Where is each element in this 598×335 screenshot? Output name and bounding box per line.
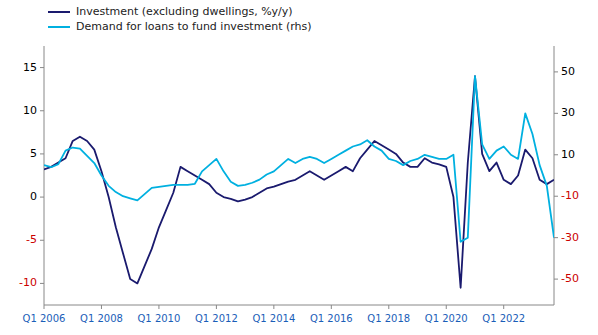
legend-label: Demand for loans to fund investment (rhs… bbox=[76, 20, 312, 33]
y-tick-label: 5 bbox=[30, 147, 37, 160]
y2-tick-label: 10 bbox=[561, 148, 575, 161]
y2-tick-label: -50 bbox=[561, 272, 579, 285]
x-tick bbox=[273, 305, 274, 309]
legend-swatch bbox=[48, 26, 70, 28]
x-tick bbox=[158, 305, 159, 309]
plot-area bbox=[44, 76, 554, 288]
x-tick-label: Q1 2018 bbox=[367, 313, 410, 324]
y2-tick-label: -10 bbox=[561, 189, 579, 202]
x-tick-label: Q1 2016 bbox=[310, 313, 353, 324]
y2-tick-label: -30 bbox=[561, 231, 579, 244]
y2-tick-label: 30 bbox=[561, 106, 575, 119]
x-tick-label: Q1 2020 bbox=[425, 313, 468, 324]
x-axis-line bbox=[44, 305, 554, 306]
y-tick bbox=[40, 197, 44, 198]
x-tick-label: Q1 2010 bbox=[137, 313, 180, 324]
y2-tick bbox=[554, 71, 558, 72]
y-axis-line bbox=[44, 46, 45, 305]
x-tick bbox=[44, 305, 45, 309]
y2-tick bbox=[554, 237, 558, 238]
y2-tick bbox=[554, 113, 558, 114]
y2-tick bbox=[554, 279, 558, 280]
x-tick bbox=[101, 305, 102, 309]
y-tick-label: 15 bbox=[23, 61, 37, 74]
legend-swatch bbox=[48, 11, 70, 13]
legend-label: Investment (excluding dwellings, %y/y) bbox=[76, 5, 293, 18]
y2-axis-line bbox=[554, 46, 555, 305]
x-tick bbox=[388, 305, 389, 309]
y2-tick-label: 50 bbox=[561, 65, 575, 78]
y2-tick bbox=[554, 154, 558, 155]
x-tick-label: Q1 2012 bbox=[195, 313, 238, 324]
y-tick bbox=[40, 67, 44, 68]
legend: Investment (excluding dwellings, %y/y) De… bbox=[48, 5, 312, 33]
line-series bbox=[44, 76, 554, 288]
y-tick-label: 10 bbox=[23, 104, 37, 117]
y-tick-label: -10 bbox=[19, 276, 37, 289]
x-tick bbox=[503, 305, 504, 309]
y-tick bbox=[40, 240, 44, 241]
x-tick-label: Q1 2022 bbox=[482, 313, 525, 324]
x-tick bbox=[216, 305, 217, 309]
y2-tick bbox=[554, 196, 558, 197]
x-tick-label: Q1 2006 bbox=[23, 313, 66, 324]
line-series bbox=[44, 76, 554, 242]
chart: -10-5051015-50-30-10103050Q1 2006Q1 2008… bbox=[0, 0, 598, 335]
x-tick-label: Q1 2008 bbox=[80, 313, 123, 324]
y-tick-label: -5 bbox=[26, 233, 37, 246]
x-tick bbox=[446, 305, 447, 309]
y-tick bbox=[40, 153, 44, 154]
x-tick-label: Q1 2014 bbox=[252, 313, 295, 324]
y-tick bbox=[40, 283, 44, 284]
y-tick bbox=[40, 110, 44, 111]
x-tick bbox=[331, 305, 332, 309]
y-tick-label: 0 bbox=[30, 190, 37, 203]
